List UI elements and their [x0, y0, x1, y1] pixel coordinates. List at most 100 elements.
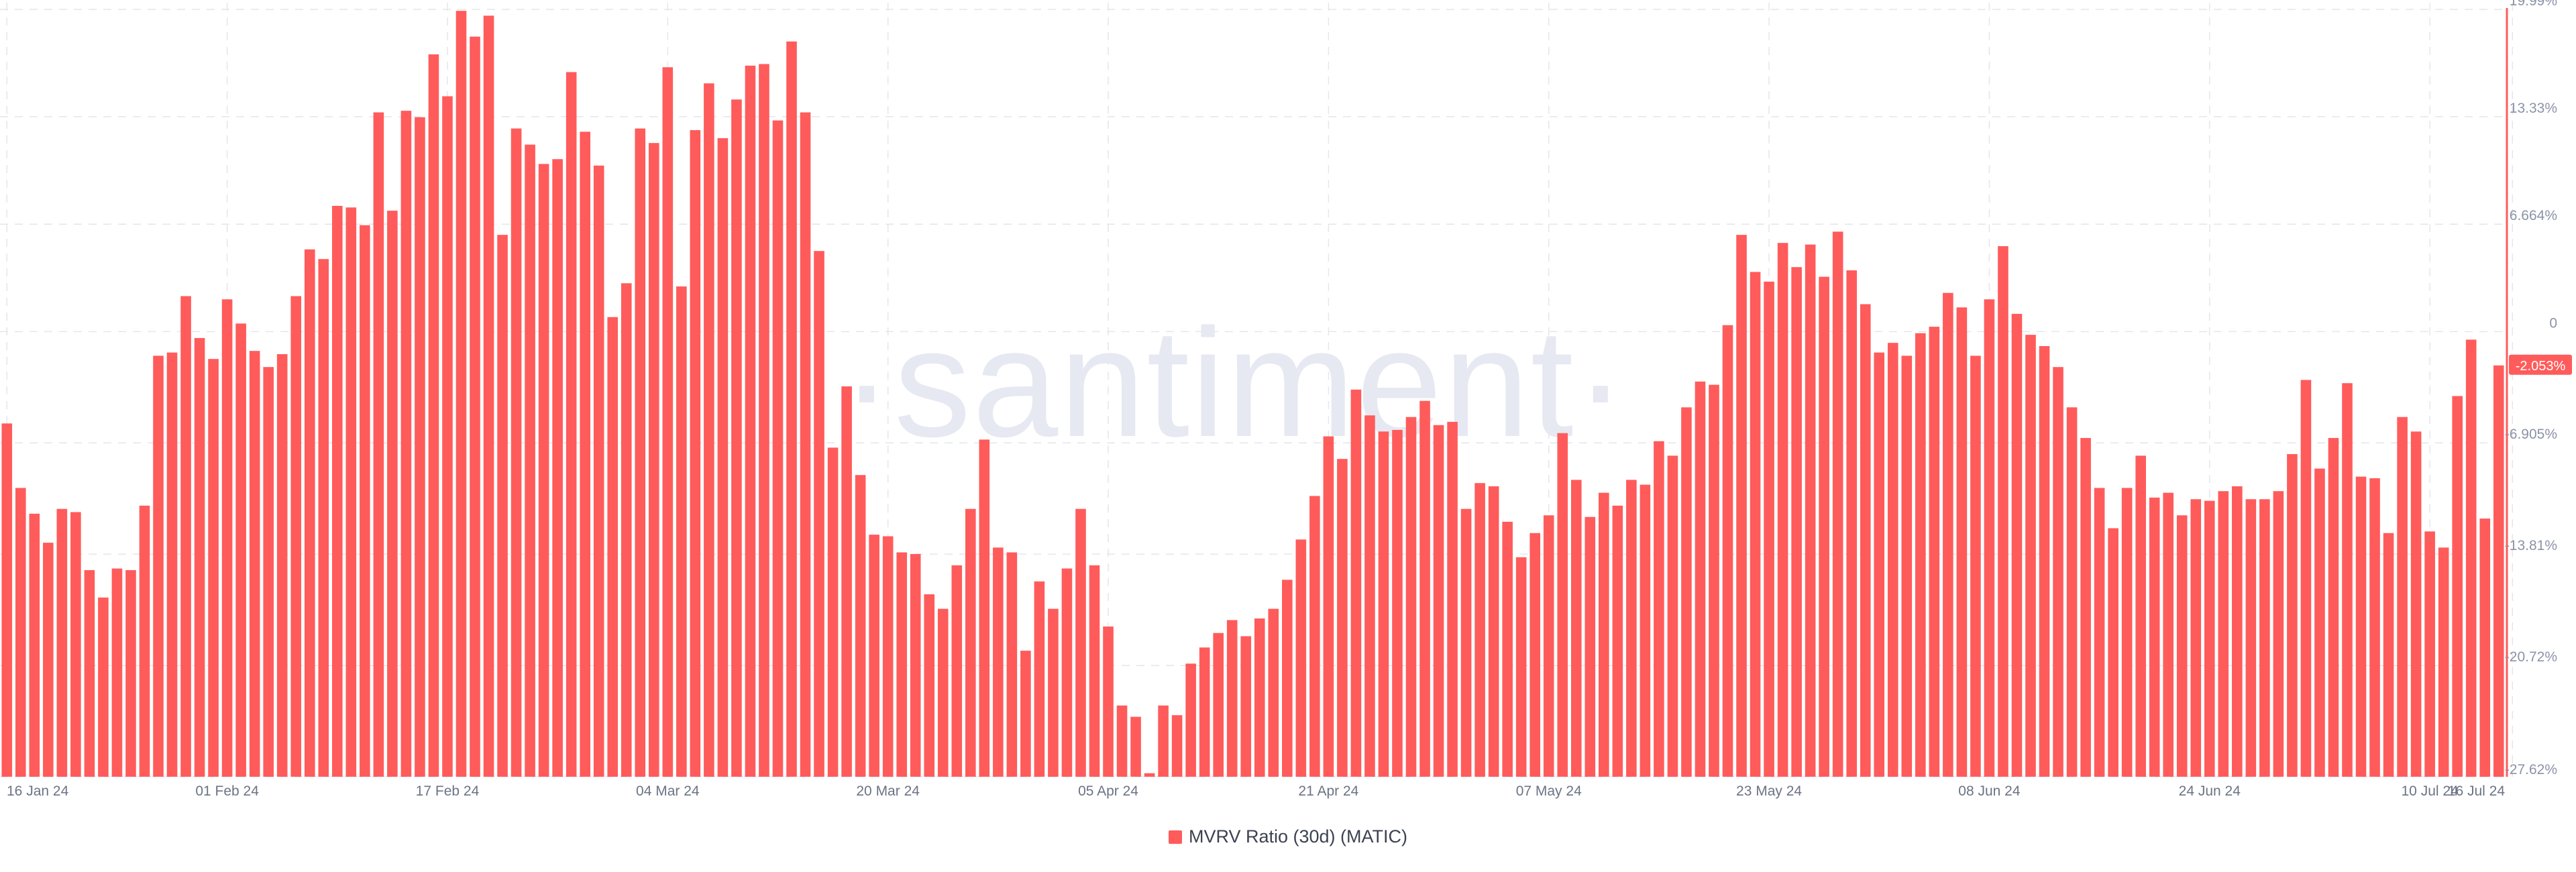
bar[interactable]: [2108, 528, 2118, 777]
bar[interactable]: [2383, 533, 2394, 777]
bar[interactable]: [841, 386, 852, 777]
bar[interactable]: [15, 488, 26, 777]
bar[interactable]: [84, 569, 95, 777]
bar[interactable]: [331, 205, 343, 777]
bar[interactable]: [1185, 663, 1196, 777]
bar[interactable]: [455, 11, 467, 777]
bar[interactable]: [580, 131, 590, 777]
bar[interactable]: [717, 138, 729, 777]
bar[interactable]: [153, 356, 164, 777]
bar[interactable]: [690, 129, 701, 777]
bar[interactable]: [1681, 407, 1692, 777]
bar[interactable]: [2328, 437, 2339, 777]
bar[interactable]: [1612, 505, 1623, 777]
bar[interactable]: [538, 164, 549, 777]
bar[interactable]: [979, 439, 990, 777]
bar[interactable]: [1350, 389, 1362, 777]
bar[interactable]: [2094, 488, 2105, 777]
bar[interactable]: [1447, 421, 1458, 777]
bar[interactable]: [139, 505, 150, 777]
bar[interactable]: [882, 536, 894, 777]
bar[interactable]: [235, 323, 246, 777]
bar[interactable]: [1777, 243, 1788, 777]
bar[interactable]: [1764, 281, 1774, 777]
bar[interactable]: [2039, 345, 2050, 777]
bar[interactable]: [1667, 455, 1678, 777]
bar[interactable]: [373, 112, 384, 777]
bar[interactable]: [345, 207, 357, 777]
bar[interactable]: [607, 317, 619, 777]
bar[interactable]: [2190, 499, 2202, 777]
bar[interactable]: [1626, 480, 1637, 777]
bar[interactable]: [497, 235, 508, 777]
bar[interactable]: [2245, 499, 2257, 777]
bar[interactable]: [525, 144, 535, 777]
bar[interactable]: [249, 351, 260, 777]
bar[interactable]: [1805, 244, 1816, 777]
bar[interactable]: [1695, 381, 1706, 777]
bar[interactable]: [827, 447, 839, 777]
bar[interactable]: [1116, 705, 1128, 777]
bar[interactable]: [1998, 246, 2008, 777]
bar[interactable]: [759, 64, 769, 777]
bar[interactable]: [1791, 267, 1802, 777]
bar[interactable]: [566, 72, 577, 777]
legend[interactable]: MVRV Ratio (30d) (MATIC): [0, 826, 2576, 847]
bar[interactable]: [2314, 468, 2325, 777]
bar[interactable]: [1956, 307, 1968, 777]
bar[interactable]: [428, 54, 439, 777]
bar[interactable]: [2053, 367, 2063, 777]
bar[interactable]: [1929, 327, 1940, 777]
bar[interactable]: [2452, 396, 2463, 777]
bar[interactable]: [1887, 343, 1898, 777]
bar[interactable]: [2011, 313, 2023, 777]
bar[interactable]: [1915, 333, 1926, 777]
bar[interactable]: [772, 120, 784, 777]
bar[interactable]: [1640, 484, 1651, 777]
bar[interactable]: [470, 36, 480, 777]
bar[interactable]: [1901, 356, 1913, 777]
bar[interactable]: [1392, 429, 1403, 777]
bar[interactable]: [1970, 356, 1981, 777]
bar[interactable]: [387, 211, 398, 777]
bar[interactable]: [415, 117, 425, 777]
bar[interactable]: [662, 67, 674, 777]
bar[interactable]: [2066, 407, 2078, 777]
bar[interactable]: [1654, 441, 1664, 777]
bar[interactable]: [1874, 352, 1885, 777]
bar[interactable]: [2410, 431, 2422, 777]
bar[interactable]: [290, 296, 302, 777]
bar[interactable]: [1585, 516, 1596, 777]
bar[interactable]: [1006, 552, 1018, 777]
bar[interactable]: [814, 251, 824, 777]
bar[interactable]: [924, 594, 935, 777]
bar[interactable]: [1103, 626, 1114, 777]
bar[interactable]: [2121, 488, 2133, 777]
bar[interactable]: [1736, 235, 1747, 777]
bar[interactable]: [745, 65, 756, 777]
bar[interactable]: [2080, 437, 2091, 777]
bar[interactable]: [263, 367, 274, 777]
bar[interactable]: [2369, 478, 2380, 777]
bar[interactable]: [1199, 647, 1210, 777]
bar[interactable]: [360, 225, 370, 777]
bar[interactable]: [276, 353, 288, 777]
bar[interactable]: [2149, 497, 2160, 777]
bar[interactable]: [1474, 483, 1485, 777]
bar[interactable]: [869, 535, 879, 777]
bar[interactable]: [1943, 292, 1953, 777]
bar[interactable]: [2204, 500, 2215, 777]
bar[interactable]: [483, 15, 494, 777]
bar[interactable]: [2218, 491, 2229, 777]
bar[interactable]: [676, 286, 687, 777]
bar[interactable]: [2273, 491, 2284, 777]
bar[interactable]: [1405, 417, 1417, 777]
bar[interactable]: [1433, 425, 1444, 777]
bar[interactable]: [70, 512, 81, 777]
bar[interactable]: [896, 552, 907, 777]
bar[interactable]: [993, 547, 1004, 777]
bar[interactable]: [1984, 299, 1995, 777]
bar[interactable]: [731, 99, 742, 777]
bar[interactable]: [221, 299, 233, 777]
bar[interactable]: [1599, 492, 1609, 777]
